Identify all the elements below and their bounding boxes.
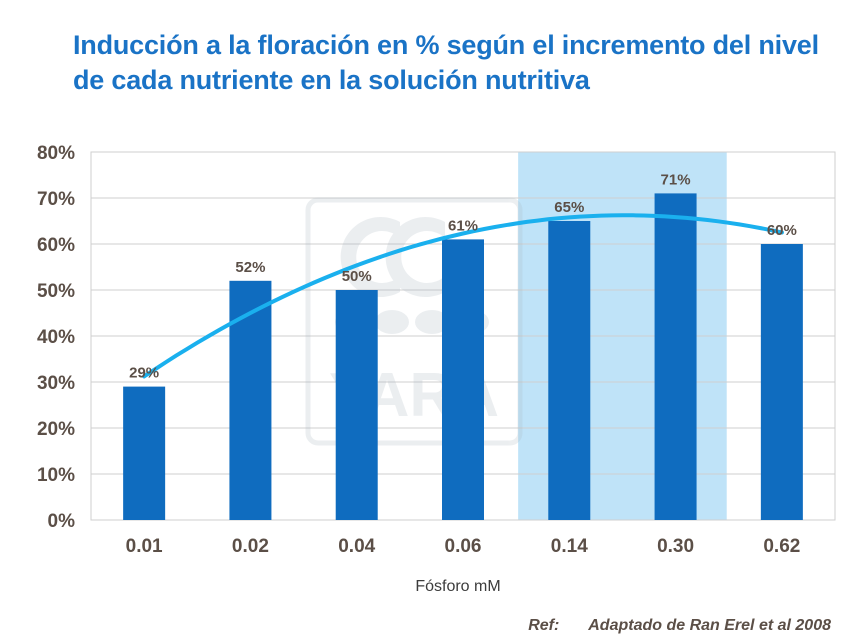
chart-title: Inducción a la floración en % según el i… <box>73 30 819 95</box>
x-tick-label: 0.30 <box>657 536 694 557</box>
x-tick-label: 0.62 <box>763 536 800 557</box>
y-tick-label: 20% <box>37 419 75 440</box>
x-tick-label: 0.02 <box>232 536 269 557</box>
bars <box>123 193 803 520</box>
bar <box>123 386 166 520</box>
bar <box>335 290 378 520</box>
trendline <box>142 213 784 379</box>
y-tick-label: 0% <box>48 511 76 532</box>
data-label: 52% <box>235 259 265 276</box>
data-label: 29% <box>129 365 159 382</box>
x-tick-label: 0.06 <box>445 536 482 557</box>
trendline-path <box>142 213 784 379</box>
reference-prefix: Ref: <box>528 617 560 634</box>
x-axis-title: Fósforo mM <box>415 578 500 595</box>
bar <box>654 193 697 520</box>
y-tick-label: 30% <box>37 373 75 394</box>
bar <box>548 221 591 520</box>
data-label: 61% <box>448 217 478 234</box>
reference-middle: Adaptado de <box>588 617 686 634</box>
bar <box>760 244 803 520</box>
data-label: 50% <box>342 268 372 285</box>
y-tick-label: 60% <box>37 235 75 256</box>
data-label: 71% <box>661 171 691 188</box>
x-tick-label: 0.14 <box>551 536 588 557</box>
data-label: 65% <box>554 199 584 216</box>
reference-note: Ref: Adaptado de Ran Erel et al 2008 <box>528 617 831 635</box>
bar <box>442 239 484 520</box>
y-tick-label: 10% <box>37 465 75 486</box>
bar <box>229 280 272 520</box>
y-tick-label: 70% <box>37 189 75 210</box>
data-labels: 29% 52% 50% 61% 65% 71% 60% <box>129 171 797 381</box>
x-tick-label: 0.04 <box>338 536 375 557</box>
reference-source: Ran Erel et al 2008 <box>689 617 831 634</box>
axes: 0% 10% 20% 30% 40% 50% 60% 70% 80% 0.01 0.02 0.04 0.… <box>37 143 800 595</box>
x-tick-label: 0.01 <box>126 536 163 557</box>
y-tick-label: 50% <box>37 281 75 302</box>
data-label: 60% <box>767 222 797 239</box>
bar-chart: YARA 29%52%50%61%65%71%60% 0%10%20%30%40… <box>37 143 836 595</box>
y-tick-label: 40% <box>37 327 75 348</box>
y-tick-label: 80% <box>37 143 75 164</box>
